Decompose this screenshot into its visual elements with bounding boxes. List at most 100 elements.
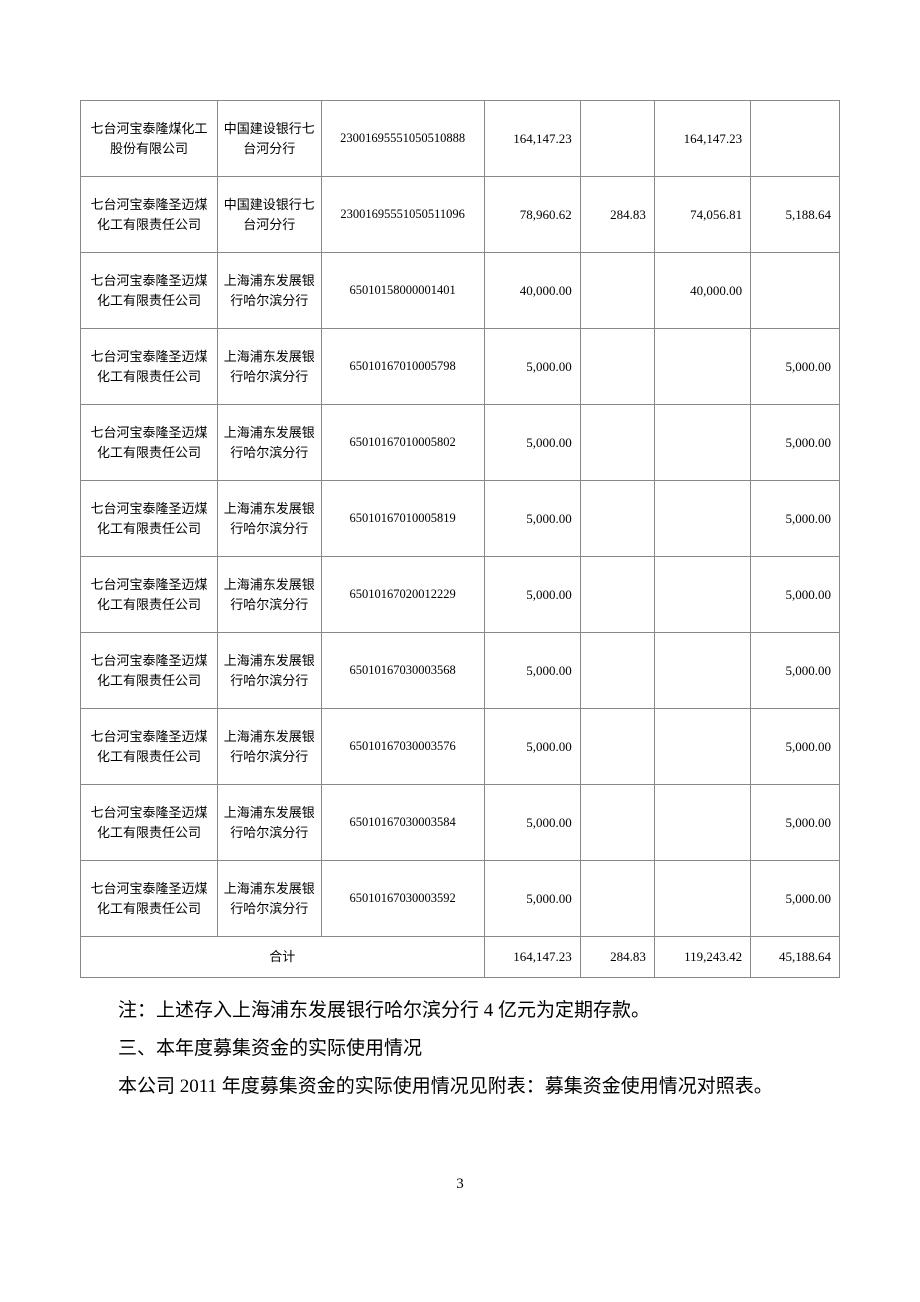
- table-row: 七台河宝泰隆圣迈煤化工有限责任公司 上海浦东发展银行哈尔滨分行 65010167…: [81, 633, 840, 709]
- cell-amount: [580, 329, 654, 405]
- cell-amount: [654, 481, 750, 557]
- total-amount: 45,188.64: [751, 937, 840, 978]
- total-amount: 119,243.42: [654, 937, 750, 978]
- cell-amount: 74,056.81: [654, 177, 750, 253]
- cell-amount: 5,000.00: [484, 481, 580, 557]
- cell-amount: 5,000.00: [484, 405, 580, 481]
- cell-amount: [654, 557, 750, 633]
- table-body: 七台河宝泰隆煤化工股份有限公司 中国建设银行七台河分行 230016955510…: [81, 101, 840, 978]
- body-text: 注：上述存入上海浦东发展银行哈尔滨分行 4 亿元为定期存款。 三、本年度募集资金…: [80, 992, 840, 1106]
- cell-company: 七台河宝泰隆圣迈煤化工有限责任公司: [81, 481, 218, 557]
- total-amount: 164,147.23: [484, 937, 580, 978]
- cell-bank: 上海浦东发展银行哈尔滨分行: [217, 481, 321, 557]
- table-total-row: 合计 164,147.23 284.83 119,243.42 45,188.6…: [81, 937, 840, 978]
- cell-bank: 上海浦东发展银行哈尔滨分行: [217, 633, 321, 709]
- cell-amount: [580, 405, 654, 481]
- cell-amount: 5,000.00: [484, 633, 580, 709]
- cell-amount: [580, 861, 654, 937]
- cell-amount: 5,000.00: [751, 557, 840, 633]
- cell-company: 七台河宝泰隆圣迈煤化工有限责任公司: [81, 253, 218, 329]
- note-text: 注：上述存入上海浦东发展银行哈尔滨分行 4 亿元为定期存款。: [80, 992, 840, 1030]
- cell-company: 七台河宝泰隆圣迈煤化工有限责任公司: [81, 709, 218, 785]
- cell-account: 65010167010005798: [321, 329, 484, 405]
- cell-amount: 78,960.62: [484, 177, 580, 253]
- cell-amount: 164,147.23: [484, 101, 580, 177]
- cell-amount: [580, 253, 654, 329]
- table-row: 七台河宝泰隆圣迈煤化工有限责任公司 上海浦东发展银行哈尔滨分行 65010167…: [81, 405, 840, 481]
- table-row: 七台河宝泰隆圣迈煤化工有限责任公司 中国建设银行七台河分行 2300169555…: [81, 177, 840, 253]
- cell-company: 七台河宝泰隆煤化工股份有限公司: [81, 101, 218, 177]
- total-amount: 284.83: [580, 937, 654, 978]
- cell-amount: [580, 785, 654, 861]
- paragraph-text: 本公司 2011 年度募集资金的实际使用情况见附表：募集资金使用情况对照表。: [80, 1068, 840, 1106]
- cell-bank: 上海浦东发展银行哈尔滨分行: [217, 405, 321, 481]
- cell-amount: [580, 709, 654, 785]
- cell-amount: [654, 633, 750, 709]
- cell-amount: 284.83: [580, 177, 654, 253]
- cell-bank: 上海浦东发展银行哈尔滨分行: [217, 253, 321, 329]
- cell-amount: [654, 785, 750, 861]
- cell-amount: 5,000.00: [751, 633, 840, 709]
- cell-amount: [580, 633, 654, 709]
- cell-account: 65010167030003568: [321, 633, 484, 709]
- cell-amount: [751, 253, 840, 329]
- table-row: 七台河宝泰隆圣迈煤化工有限责任公司 上海浦东发展银行哈尔滨分行 65010167…: [81, 709, 840, 785]
- table-row: 七台河宝泰隆圣迈煤化工有限责任公司 上海浦东发展银行哈尔滨分行 65010167…: [81, 785, 840, 861]
- section-heading: 三、本年度募集资金的实际使用情况: [80, 1030, 840, 1068]
- cell-account: 65010167030003584: [321, 785, 484, 861]
- cell-company: 七台河宝泰隆圣迈煤化工有限责任公司: [81, 329, 218, 405]
- page-number: 3: [80, 1176, 840, 1193]
- cell-amount: 5,188.64: [751, 177, 840, 253]
- cell-amount: 5,000.00: [484, 861, 580, 937]
- cell-amount: 5,000.00: [484, 329, 580, 405]
- cell-account: 23001695551050511096: [321, 177, 484, 253]
- cell-amount: 40,000.00: [654, 253, 750, 329]
- cell-bank: 上海浦东发展银行哈尔滨分行: [217, 709, 321, 785]
- table-row: 七台河宝泰隆圣迈煤化工有限责任公司 上海浦东发展银行哈尔滨分行 65010167…: [81, 329, 840, 405]
- cell-amount: 164,147.23: [654, 101, 750, 177]
- cell-amount: [580, 481, 654, 557]
- cell-amount: 5,000.00: [751, 405, 840, 481]
- total-label: 合计: [81, 937, 485, 978]
- cell-amount: 5,000.00: [751, 329, 840, 405]
- cell-company: 七台河宝泰隆圣迈煤化工有限责任公司: [81, 177, 218, 253]
- table-row: 七台河宝泰隆圣迈煤化工有限责任公司 上海浦东发展银行哈尔滨分行 65010167…: [81, 861, 840, 937]
- table-row: 七台河宝泰隆圣迈煤化工有限责任公司 上海浦东发展银行哈尔滨分行 65010158…: [81, 253, 840, 329]
- cell-account: 65010167030003592: [321, 861, 484, 937]
- cell-bank: 上海浦东发展银行哈尔滨分行: [217, 329, 321, 405]
- cell-company: 七台河宝泰隆圣迈煤化工有限责任公司: [81, 785, 218, 861]
- cell-account: 65010167010005802: [321, 405, 484, 481]
- cell-bank: 中国建设银行七台河分行: [217, 177, 321, 253]
- cell-amount: [654, 329, 750, 405]
- cell-amount: [751, 101, 840, 177]
- cell-amount: 5,000.00: [751, 861, 840, 937]
- funds-table: 七台河宝泰隆煤化工股份有限公司 中国建设银行七台河分行 230016955510…: [80, 100, 840, 978]
- cell-amount: [654, 861, 750, 937]
- table-row: 七台河宝泰隆圣迈煤化工有限责任公司 上海浦东发展银行哈尔滨分行 65010167…: [81, 481, 840, 557]
- cell-bank: 上海浦东发展银行哈尔滨分行: [217, 785, 321, 861]
- cell-amount: [580, 557, 654, 633]
- cell-amount: 5,000.00: [751, 481, 840, 557]
- cell-amount: 5,000.00: [484, 709, 580, 785]
- cell-amount: 5,000.00: [751, 785, 840, 861]
- cell-amount: 5,000.00: [484, 785, 580, 861]
- cell-account: 65010167020012229: [321, 557, 484, 633]
- cell-amount: 5,000.00: [484, 557, 580, 633]
- cell-amount: 40,000.00: [484, 253, 580, 329]
- table-row: 七台河宝泰隆煤化工股份有限公司 中国建设银行七台河分行 230016955510…: [81, 101, 840, 177]
- cell-bank: 上海浦东发展银行哈尔滨分行: [217, 861, 321, 937]
- document-page: 七台河宝泰隆煤化工股份有限公司 中国建设银行七台河分行 230016955510…: [0, 100, 920, 1253]
- cell-account: 65010167010005819: [321, 481, 484, 557]
- cell-amount: 5,000.00: [751, 709, 840, 785]
- cell-company: 七台河宝泰隆圣迈煤化工有限责任公司: [81, 557, 218, 633]
- cell-company: 七台河宝泰隆圣迈煤化工有限责任公司: [81, 405, 218, 481]
- cell-bank: 上海浦东发展银行哈尔滨分行: [217, 557, 321, 633]
- cell-amount: [580, 101, 654, 177]
- table-row: 七台河宝泰隆圣迈煤化工有限责任公司 上海浦东发展银行哈尔滨分行 65010167…: [81, 557, 840, 633]
- cell-account: 23001695551050510888: [321, 101, 484, 177]
- cell-company: 七台河宝泰隆圣迈煤化工有限责任公司: [81, 861, 218, 937]
- cell-account: 65010167030003576: [321, 709, 484, 785]
- cell-company: 七台河宝泰隆圣迈煤化工有限责任公司: [81, 633, 218, 709]
- cell-amount: [654, 405, 750, 481]
- cell-amount: [654, 709, 750, 785]
